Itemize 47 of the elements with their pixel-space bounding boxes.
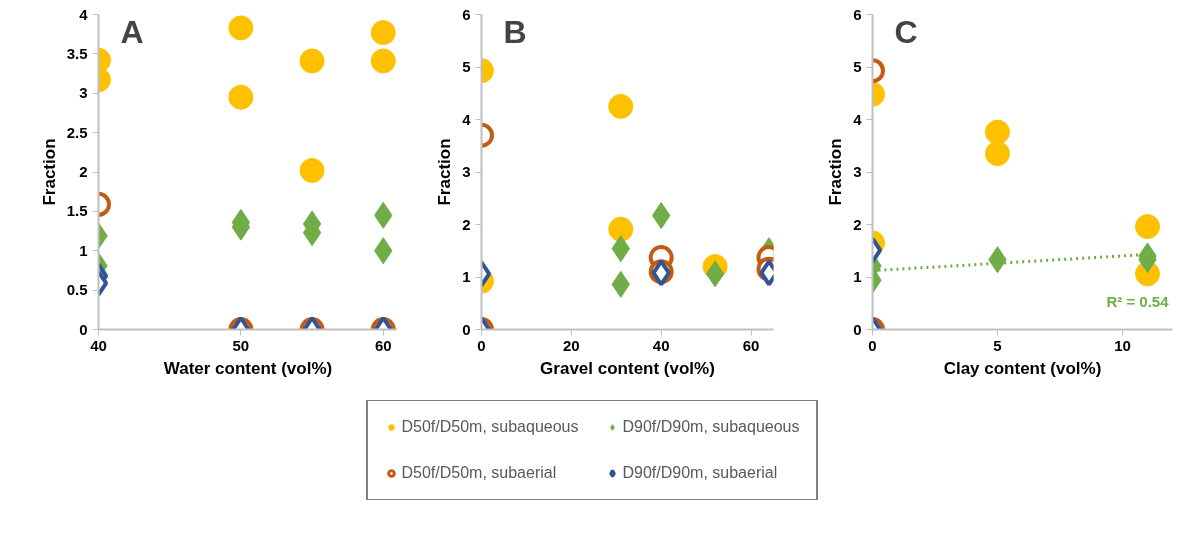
y-axis-title: Fraction <box>826 138 846 206</box>
y-tick-label: 2 <box>79 163 88 180</box>
x-tick-label: 60 <box>374 336 392 354</box>
y-tick-label: 4 <box>853 110 863 128</box>
y-tick-label: 1 <box>79 241 88 259</box>
y-tick-label: 4 <box>462 110 472 128</box>
y-tick-label: 4 <box>79 5 89 23</box>
y-tick-label: 0 <box>79 320 88 338</box>
y-tick-label: 2 <box>462 215 471 233</box>
y-tick-label: 5 <box>853 58 862 75</box>
x-tick-label: 0 <box>477 336 486 354</box>
chart-title: B <box>503 13 527 50</box>
y-tick-label: 5 <box>462 58 471 75</box>
chart-title: C <box>894 13 918 50</box>
y-tick-label: 0 <box>853 320 862 338</box>
x-tick-label: 40 <box>652 336 670 354</box>
x-axis-title: Water content (vol%) <box>163 358 333 378</box>
x-tick-label: 50 <box>232 336 250 354</box>
y-tick-label: 0 <box>462 320 471 338</box>
y-tick-label: 6 <box>462 5 471 23</box>
y-tick-label: 3 <box>853 163 862 180</box>
annotation: R² = 0.54 <box>1106 292 1170 310</box>
legend-label: D90f/D90m, subaqueous <box>622 417 800 437</box>
x-tick-label: 10 <box>1114 336 1131 354</box>
y-tick-label: 1 <box>462 268 471 285</box>
legend-label: D90f/D90m, subaerial <box>622 463 778 483</box>
x-tick-label: 0 <box>868 336 877 354</box>
y-axis-title: Fraction <box>435 138 455 206</box>
x-tick-label: 5 <box>993 336 1002 354</box>
y-tick-label: 0.5 <box>66 281 88 299</box>
y-tick-label: 3.5 <box>66 44 88 62</box>
y-tick-label: 2 <box>853 215 862 233</box>
y-axis-title: Fraction <box>39 138 59 206</box>
y-tick-label: 1 <box>853 268 862 285</box>
y-tick-label: 2.5 <box>66 123 88 141</box>
chart-title: A <box>120 13 144 50</box>
legend-label: D50f/D50m, subaqueous <box>401 417 579 437</box>
y-tick-label: 1.5 <box>66 202 88 220</box>
x-axis-title: Gravel content (vol%) <box>540 358 715 378</box>
y-tick-label: 3 <box>79 84 88 102</box>
x-tick-label: 40 <box>90 336 107 354</box>
x-tick-label: 60 <box>742 336 760 354</box>
x-tick-label: 20 <box>563 336 580 354</box>
x-axis-title: Clay content (vol%) <box>943 358 1102 378</box>
y-tick-label: 3 <box>462 163 471 180</box>
y-tick-label: 6 <box>853 5 862 23</box>
legend-label: D50f/D50m, subaerial <box>401 463 557 483</box>
